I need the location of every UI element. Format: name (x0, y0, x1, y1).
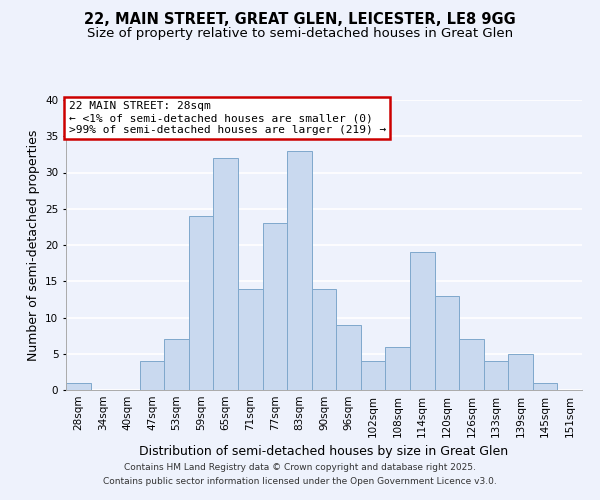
Bar (361, 361, 385, 390)
Bar (189, 216, 214, 390)
Bar (312, 288, 336, 390)
Bar (410, 252, 434, 390)
Bar (508, 354, 533, 390)
Text: 22 MAIN STREET: 28sqm
← <1% of semi-detached houses are smaller (0)
>99% of semi: 22 MAIN STREET: 28sqm ← <1% of semi-deta… (68, 102, 386, 134)
Y-axis label: Number of semi-detached properties: Number of semi-detached properties (26, 130, 40, 360)
Bar (238, 288, 263, 390)
Bar (484, 361, 508, 390)
Text: Size of property relative to semi-detached houses in Great Glen: Size of property relative to semi-detach… (87, 28, 513, 40)
Bar (214, 158, 238, 390)
Bar (164, 339, 189, 390)
Text: 22, MAIN STREET, GREAT GLEN, LEICESTER, LE8 9GG: 22, MAIN STREET, GREAT GLEN, LEICESTER, … (84, 12, 516, 28)
Bar (459, 339, 484, 390)
X-axis label: Distribution of semi-detached houses by size in Great Glen: Distribution of semi-detached houses by … (139, 446, 509, 458)
Bar (434, 296, 459, 390)
Bar (263, 223, 287, 390)
Bar (287, 151, 312, 390)
Bar (140, 361, 164, 390)
Bar (385, 346, 410, 390)
Text: Contains HM Land Registry data © Crown copyright and database right 2025.: Contains HM Land Registry data © Crown c… (124, 464, 476, 472)
Text: Contains public sector information licensed under the Open Government Licence v3: Contains public sector information licen… (103, 477, 497, 486)
Bar (66, 383, 91, 390)
Bar (533, 383, 557, 390)
Bar (336, 325, 361, 390)
